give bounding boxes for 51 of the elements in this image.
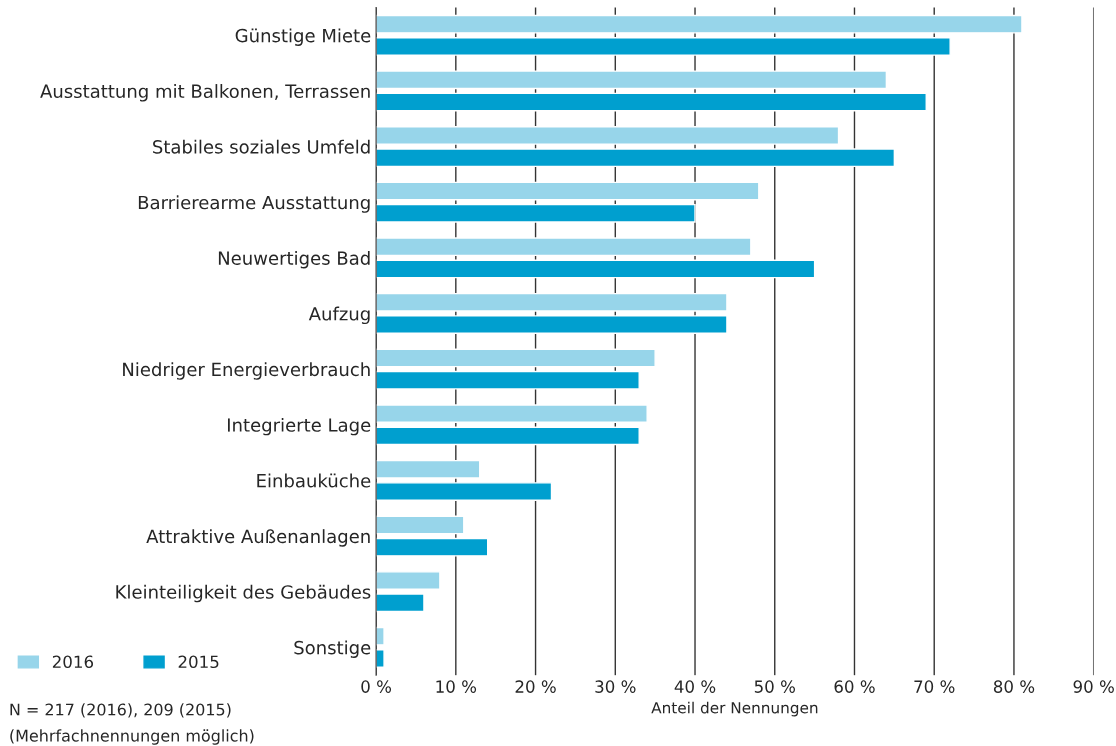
x-tick-label: 80 %	[993, 680, 1035, 693]
bar	[376, 348, 656, 368]
y-tick-label: Aufzug	[308, 306, 370, 325]
legend-label: 2016	[52, 655, 94, 669]
bar	[376, 92, 927, 112]
x-tick-label: 10 %	[436, 680, 477, 693]
bar	[376, 148, 896, 168]
bar	[376, 649, 385, 668]
y-tick-label: Einbauküche	[257, 473, 371, 488]
y-tick-label: Attraktive Außenanlagen	[146, 529, 370, 547]
text: (Mehrfachnennungen möglich)	[10, 729, 254, 745]
bar	[376, 626, 385, 646]
bar	[376, 404, 648, 424]
y-tick-label: Sonstige	[294, 640, 371, 658]
bar	[376, 571, 441, 590]
x-tick-label: 30 %	[595, 680, 636, 693]
x-tick-label: 50 %	[754, 680, 795, 693]
y-tick-label: Niedriger Energieverbrauch	[123, 362, 370, 380]
bar	[376, 537, 489, 557]
x-tick-label: 60 %	[834, 680, 875, 693]
legend-label: 2015	[178, 655, 219, 669]
x-tick-label: 90 %	[1073, 680, 1114, 693]
bar	[376, 459, 481, 479]
x-tick-label: 20 %	[515, 680, 556, 693]
bar	[376, 70, 888, 90]
text: N = 217 (2016), 209 (2015)	[10, 703, 231, 718]
bar	[376, 259, 816, 279]
y-tick-label: Kleinteiligkeit des Gebäudes	[116, 584, 371, 603]
bar	[376, 426, 640, 446]
x-tick-label: 40 %	[674, 680, 716, 693]
bar	[376, 593, 425, 613]
y-tick-label: Stabiles soziales Umfeld	[153, 139, 370, 154]
bar	[376, 181, 760, 201]
x-axis-title: Anteil der Nennungen	[651, 701, 818, 717]
bar	[376, 203, 696, 223]
bar	[376, 237, 752, 257]
x-tick-label: 70 %	[914, 680, 955, 693]
bar	[376, 14, 1023, 34]
bar	[376, 126, 840, 145]
y-tick-label: Neuwertiges Bad	[218, 250, 370, 269]
bar	[376, 370, 640, 390]
y-tick-label: Barrierearme Ausstattung	[138, 195, 370, 213]
bar	[376, 37, 951, 56]
x-tick-label: 0 %	[361, 680, 392, 693]
y-tick-label: Ausstattung mit Balkonen, Terrassen	[40, 84, 370, 102]
bar	[376, 292, 728, 312]
y-tick-label: Günstige Miete	[235, 28, 371, 46]
bar	[376, 315, 728, 334]
bar	[376, 515, 465, 535]
bar	[376, 482, 553, 501]
y-tick-label: Integrierte Lage	[227, 417, 371, 436]
